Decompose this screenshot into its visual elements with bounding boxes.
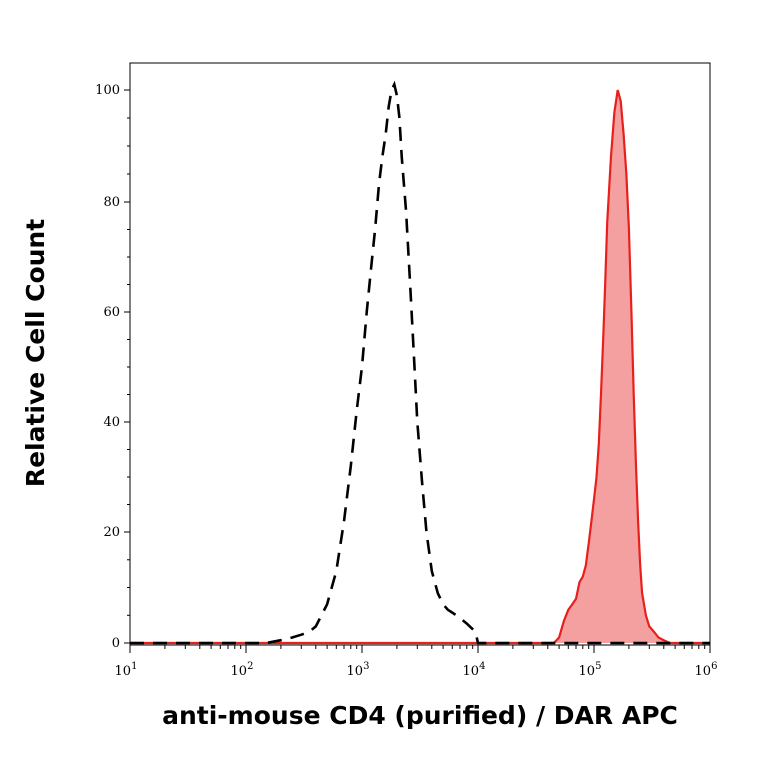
y-axis-title: Relative Cell Count bbox=[21, 219, 50, 487]
stained-line bbox=[130, 89, 710, 645]
plot-frame bbox=[129, 62, 711, 646]
y-axis: 0 20 40 60 80 100 bbox=[95, 83, 130, 651]
x-tick-label: 106 bbox=[695, 661, 718, 679]
y-tick-label: 40 bbox=[103, 415, 120, 430]
stained-area bbox=[130, 90, 710, 643]
x-axis-title: anti-mouse CD4 (purified) / DAR APC bbox=[162, 701, 678, 730]
x-axis: 101 102 103 104 105 106 bbox=[115, 645, 718, 679]
x-tick-label: 103 bbox=[347, 661, 370, 679]
y-tick-label: 20 bbox=[103, 525, 120, 540]
x-tick-label: 104 bbox=[463, 661, 486, 679]
y-tick-label: 100 bbox=[95, 83, 120, 98]
y-tick-label: 60 bbox=[103, 305, 120, 320]
x-tick-label: 101 bbox=[115, 661, 138, 679]
y-tick-label: 0 bbox=[112, 636, 120, 651]
x-tick-label: 105 bbox=[579, 661, 602, 679]
x-tick-label: 102 bbox=[231, 661, 254, 679]
stained-histogram bbox=[130, 89, 710, 645]
y-tick-label: 80 bbox=[103, 195, 120, 210]
